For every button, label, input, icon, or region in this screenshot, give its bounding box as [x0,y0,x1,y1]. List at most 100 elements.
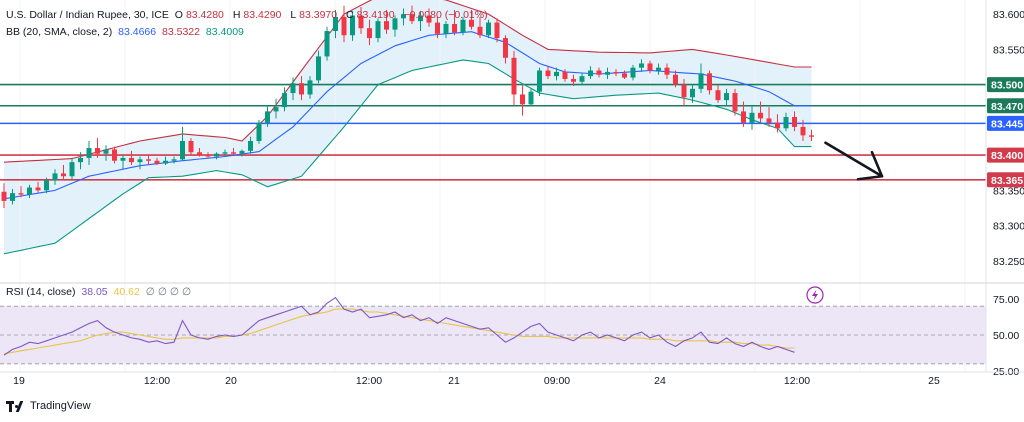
price-tag-box [987,115,1024,131]
candle-body [418,15,423,22]
close-label: C [346,9,354,21]
candle-body [452,23,457,33]
candle-body [316,56,321,81]
candle [299,76,304,101]
candle [384,9,389,34]
candle [10,188,15,205]
candle [724,88,729,106]
candles[interactable] [1,5,815,208]
candle [256,119,262,144]
price-tag-label: 83.445 [991,118,1023,130]
candle-body [197,152,202,156]
time-axis[interactable]: 19 12:00 20 12:00 21 09:00 24 12:00 25 [0,371,1024,387]
candle [460,16,466,36]
candle-body [299,83,304,95]
rsi-ma-value: 40.62 [113,286,140,298]
tradingview-branding[interactable]: TradingView [6,400,91,412]
candle [622,70,627,79]
candle [78,152,83,170]
candle [103,145,109,161]
candle-body [171,159,177,161]
candle-body [775,122,780,129]
candle-body [783,117,789,129]
candle [367,19,372,46]
candle [681,78,687,106]
candle [205,152,211,158]
candle-body [571,78,576,82]
bb-upper-line [3,0,812,163]
candle-body [656,67,661,71]
candle-body [231,152,236,154]
candle [290,77,296,101]
candle-body [44,180,49,191]
candle [562,69,568,82]
candle [120,155,126,170]
candle-body [265,111,270,123]
candle-body [630,67,636,78]
candle [358,7,364,34]
rsi-pane[interactable] [0,282,1024,365]
candle [171,156,177,164]
candle [180,126,185,161]
symbol-title[interactable]: U.S. Dollar / Indian Rupee, 30, ICE [6,9,169,21]
candle [792,111,797,132]
tradingview-text: TradingView [30,400,91,412]
candle [579,73,585,85]
rsi-legend[interactable]: RSI (14, close) 38.05 40.62 ∅ ∅ ∅ ∅ [6,286,194,299]
candle [248,136,253,154]
candle [741,101,746,127]
bb-lower-value: 83.4009 [205,26,244,38]
candle-body [401,14,406,19]
horizontal-levels[interactable] [0,83,986,181]
candle-body [494,22,500,39]
high-value: 83.4290 [243,9,282,21]
candle-body [554,71,559,77]
candle [86,141,92,165]
price-tick-label: 83.600 [993,9,1024,21]
candle-body [273,107,279,112]
lightning-icon[interactable] [806,286,824,304]
time-tick-label: 12:00 [356,375,382,387]
lightning-bolt [812,289,818,301]
candle [435,16,440,39]
candle-body [307,80,313,95]
candle-body [792,117,797,127]
candle [758,101,763,123]
candle [188,138,194,156]
candle-body [707,73,712,91]
time-tick-label: 09:00 [544,375,570,387]
price-tag-box [987,77,1024,93]
projection-arrow[interactable] [824,141,884,181]
candle [409,5,415,24]
candle-body [239,150,245,154]
candle [1,183,7,208]
candle [494,18,500,43]
price-tick-label: 83.300 [993,221,1024,233]
candle-body [477,26,483,36]
price-tag-label: 83.500 [991,80,1023,92]
candle [18,186,24,198]
candle [707,70,712,95]
candle-body [724,93,729,101]
arrow-shaft [824,141,884,178]
candle-body [741,111,746,123]
candle-body [333,16,338,32]
price-tick-label: 83.350 [993,185,1024,197]
bollinger-legend[interactable]: BB (20, SMA, close, 2) 83.4666 83.5322 8… [6,26,247,39]
low-label: L [290,9,297,21]
candle-body [214,153,219,157]
candle [61,164,66,181]
candle [639,59,644,72]
price-axis[interactable]: 83.600 83.550 83.500 83.470 83.445 83.400 83.3… [985,0,1024,378]
candle [265,105,270,127]
candle-body [426,15,432,23]
candle [528,88,534,106]
change-value: −0.0080 (−0.01%) [403,9,488,21]
candle-body [520,94,525,105]
candle [341,5,347,43]
candle-body [511,57,517,95]
candle [273,98,279,119]
candle [571,74,576,87]
candle [163,156,168,165]
